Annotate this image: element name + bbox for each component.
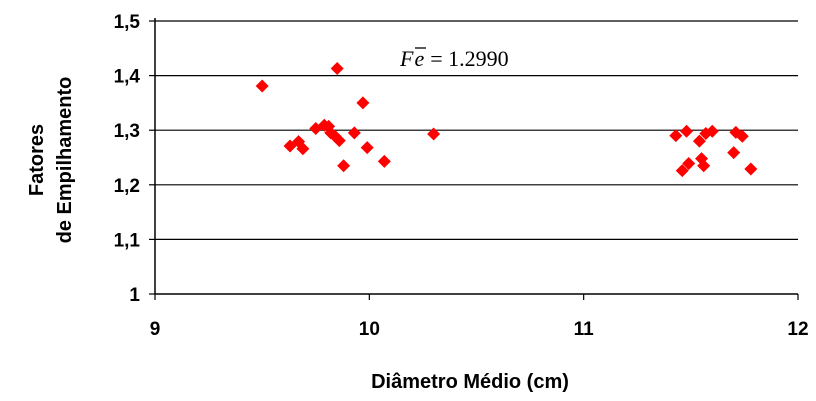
data-point — [337, 159, 351, 173]
data-point — [377, 154, 391, 168]
data-point — [680, 124, 694, 138]
data-point — [682, 157, 696, 171]
x-tick-label: 9 — [150, 319, 161, 340]
axes — [154, 18, 798, 295]
data-point — [255, 79, 269, 93]
data-point — [347, 126, 361, 140]
data-point — [675, 164, 689, 178]
y-tick-label: 1,2 — [114, 176, 140, 197]
y-tick-label: 1,5 — [114, 12, 141, 33]
y-axis-title-line-1: Fatores — [26, 124, 48, 196]
x-tick-label: 12 — [787, 319, 808, 340]
data-point — [692, 134, 706, 148]
data-point — [669, 129, 683, 143]
y-tick-labels: 1 1,1 1,2 1,3 1,4 1,5 — [114, 12, 155, 306]
y-axis-title-line-2: de Empilhamento — [54, 77, 76, 244]
data-point — [360, 141, 374, 155]
x-tick-label: 11 — [574, 319, 595, 340]
data-point — [322, 119, 336, 133]
y-tick-label: 1,4 — [114, 67, 141, 88]
y-tick-label: 1,1 — [114, 230, 141, 251]
annotation-symbol-sub: e — [414, 46, 424, 71]
mean-annotation: Fe = 1.2990 — [399, 46, 509, 71]
data-point — [356, 96, 370, 110]
data-point — [744, 162, 758, 176]
data-point — [427, 127, 441, 141]
data-point — [330, 62, 344, 76]
annotation-symbol-base: F — [399, 46, 414, 71]
y-axis-title: Fatores de Empilhamento — [26, 77, 76, 244]
annotation-value: = 1.2990 — [430, 46, 508, 71]
data-point — [705, 124, 719, 138]
y-tick-label: 1,3 — [114, 121, 140, 142]
data-point — [735, 129, 749, 143]
x-tick-label: 10 — [359, 319, 380, 340]
data-point — [727, 146, 741, 160]
data-point — [332, 134, 346, 148]
data-point — [697, 159, 711, 173]
x-axis-title: Diâmetro Médio (cm) — [371, 371, 569, 393]
data-points — [255, 62, 758, 178]
data-point — [296, 142, 310, 156]
x-tick-labels: 9 10 11 12 — [150, 294, 809, 340]
y-tick-label: 1 — [129, 285, 140, 306]
grid-lines — [155, 20, 798, 240]
